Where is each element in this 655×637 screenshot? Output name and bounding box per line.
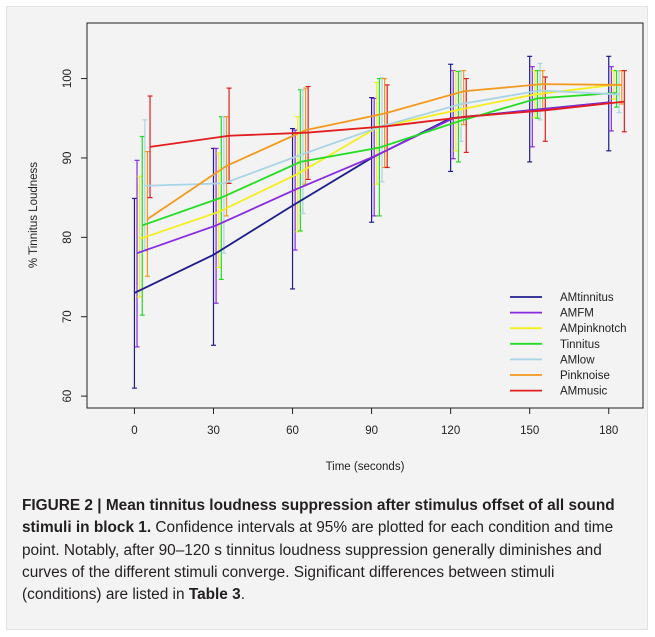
- series-line-amfm: [136, 101, 612, 255]
- y-tick-label: 80: [62, 231, 74, 244]
- x-tick-label: 30: [207, 425, 220, 437]
- x-tick-label: 180: [599, 425, 618, 437]
- caption-title: FIGURE 2 | Mean tinnitus loudness suppre…: [22, 497, 615, 537]
- caption-body: Confidence intervals at 95% are plotted …: [22, 519, 614, 604]
- y-tick-label: 60: [62, 390, 74, 403]
- legend-entry-ampinknotch: AMpinknotch: [560, 323, 626, 335]
- plot-frame: [86, 22, 644, 409]
- series-line-pinknoise: [146, 83, 622, 220]
- x-tick-label: 120: [441, 425, 460, 437]
- x-tick-label: 60: [286, 425, 299, 437]
- x-tick-label: 0: [131, 425, 137, 437]
- legend-entry-ammusic: AMmusic: [560, 386, 608, 398]
- legend-entry-amtinnitus: AMtinnitus: [560, 292, 614, 304]
- x-axis-label: Time (seconds): [326, 461, 405, 473]
- series-line-ammusic: [149, 100, 625, 148]
- legend-entry-amlow: AMlow: [560, 354, 595, 366]
- y-tick-label: 100: [62, 69, 74, 88]
- legend-entry-amfm: AMFM: [560, 308, 594, 320]
- caption-table-ref: Table 3: [188, 586, 241, 604]
- y-axis-label: % Tinnitus Loudness: [28, 162, 40, 268]
- x-tick-label: 90: [365, 425, 378, 437]
- legend-entry-tinnitus: Tinnitus: [560, 339, 600, 351]
- caption-end: .: [240, 586, 245, 604]
- y-tick-label: 90: [62, 152, 74, 165]
- line-chart: 0 30 60 90 120 150 180 60 70 80 90 100 Time (seconds…: [28, 22, 644, 473]
- figure-caption: FIGURE 2 | Mean tinnitus loudness suppre…: [22, 495, 634, 606]
- x-tick-label: 150: [520, 425, 539, 437]
- series-line-tinnitus: [141, 91, 617, 227]
- y-tick-label: 70: [62, 310, 74, 323]
- legend-entry-pinknoise: Pinknoise: [560, 370, 610, 382]
